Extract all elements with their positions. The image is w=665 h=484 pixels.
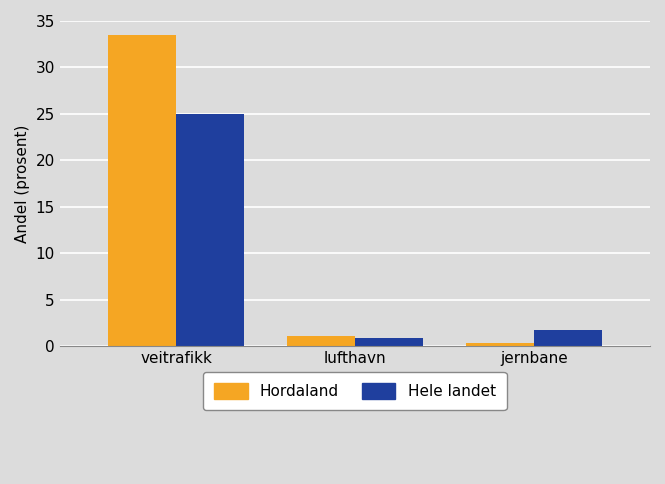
Bar [287, 336, 355, 346]
Bar [176, 114, 244, 346]
Bar [534, 331, 602, 346]
Bar [355, 338, 423, 346]
Y-axis label: Andel (prosent): Andel (prosent) [15, 124, 30, 243]
Legend: Hordaland, Hele landet: Hordaland, Hele landet [203, 372, 507, 410]
Bar [465, 344, 534, 346]
Bar [108, 35, 176, 346]
